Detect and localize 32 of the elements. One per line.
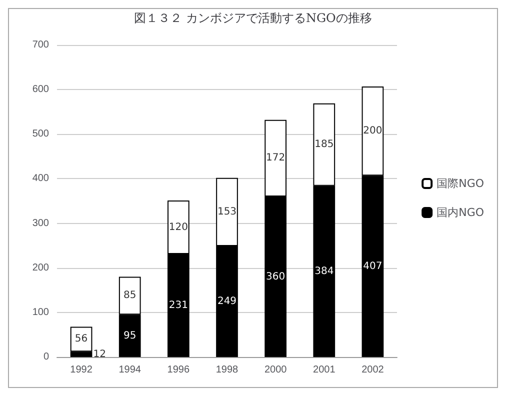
y-tick-label: 400: [32, 173, 50, 184]
x-tick-label: 2000: [264, 364, 288, 376]
data-label: 200: [363, 126, 382, 137]
legend-label: 国際NGO: [436, 177, 484, 190]
data-label: 384: [314, 266, 334, 277]
y-tick-label: 600: [32, 84, 50, 96]
x-tick-label: 2002: [362, 364, 384, 376]
chart-title: 図１３２ カンボジアで活動するNGOの推移: [134, 11, 372, 25]
data-label: 360: [266, 271, 286, 282]
data-label: 249: [217, 296, 237, 308]
x-tick-label: 1992: [70, 364, 93, 376]
data-label: 56: [74, 334, 88, 345]
x-tick-label: 2001: [313, 364, 336, 376]
data-label: 120: [168, 222, 188, 233]
y-tick-label: 300: [32, 218, 50, 229]
y-tick-label: 200: [32, 262, 50, 274]
y-tick-label: 500: [32, 128, 50, 140]
data-label: 231: [168, 300, 188, 312]
data-label: 153: [217, 206, 237, 218]
data-label: 95: [123, 330, 136, 342]
data-label: 407: [363, 260, 382, 272]
data-label: 185: [314, 139, 334, 150]
x-tick-label: 1998: [216, 364, 239, 376]
x-tick-label: 1994: [118, 364, 142, 376]
y-tick-label: 100: [32, 306, 50, 318]
data-label: 85: [123, 290, 136, 302]
y-tick-label: 700: [32, 40, 50, 50]
x-tick-label: 1996: [167, 364, 190, 376]
legend-label: 国内NGO: [436, 206, 484, 219]
data-label: 172: [266, 152, 286, 164]
data-label: 12: [93, 348, 106, 360]
y-tick-label: 0: [43, 352, 50, 362]
